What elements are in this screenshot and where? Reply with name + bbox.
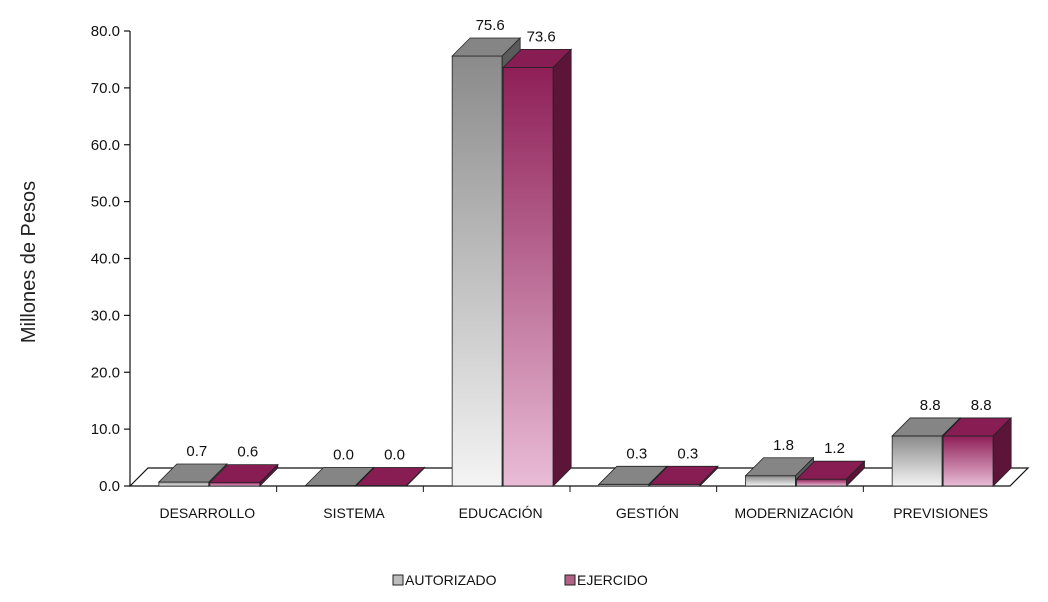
- bar-autorizado-sistema: [304, 466, 375, 487]
- bar-front: [796, 478, 847, 487]
- bar-side: [406, 466, 425, 487]
- y-axis-title: Millones de Pesos: [18, 181, 40, 343]
- data-label: 0.6: [237, 444, 258, 461]
- x-tick-label: PREVISIONES: [893, 505, 988, 521]
- bar-side: [846, 460, 865, 487]
- data-label: 0.3: [626, 445, 647, 462]
- bar-front: [891, 435, 943, 487]
- bar-autorizado-desarrollo: [157, 463, 228, 487]
- legend-label: AUTORIZADO: [405, 572, 497, 588]
- legend-item-ejercido: EJERCIDO: [564, 572, 648, 588]
- y-tick-label: 20.0: [91, 364, 120, 381]
- x-tick-label: GESTIÓN: [616, 505, 679, 521]
- bar-side: [259, 463, 279, 487]
- y-tick-label: 50.0: [91, 194, 120, 211]
- data-label: 1.2: [824, 440, 845, 457]
- data-label: 0.0: [333, 447, 354, 464]
- data-label: 73.6: [527, 28, 556, 45]
- data-label: 75.6: [476, 17, 505, 34]
- data-label: 0.3: [677, 445, 698, 462]
- legend-item-autorizado: AUTORIZADO: [392, 572, 497, 588]
- bar-front: [209, 482, 261, 487]
- category-labels: DESARROLLO SISTEMA EDUCACIÓN GESTIÓN MODERNI…: [159, 486, 988, 521]
- bar-ejercido-sistema: [355, 466, 426, 487]
- data-label: 8.8: [920, 397, 941, 414]
- data-label: 0.7: [186, 443, 207, 460]
- bar-front: [158, 481, 210, 487]
- y-tick-label: 0.0: [99, 478, 120, 495]
- data-label: 0.0: [384, 447, 405, 464]
- x-tick-label: SISTEMA: [323, 505, 385, 521]
- bar-ejercido-gestión: [648, 465, 719, 487]
- x-tick-label: DESARROLLO: [159, 505, 255, 521]
- y-tick-label: 80.0: [91, 23, 120, 40]
- bar-ejercido-previsiones: [942, 416, 1013, 487]
- legend-swatch: [392, 574, 404, 586]
- x-tick-label: EDUCACIÓN: [459, 505, 543, 521]
- bar-ejercido-educación: [502, 48, 573, 487]
- bar-side: [699, 465, 719, 487]
- y-tick-label: 70.0: [91, 80, 120, 97]
- bar-side: [992, 416, 1012, 487]
- bar-ejercido-modernización: [795, 460, 866, 487]
- bar-side: [552, 48, 572, 487]
- data-label: 1.8: [773, 437, 794, 454]
- bar-front: [942, 435, 994, 487]
- bars: [157, 37, 1013, 487]
- legend: AUTORIZADO EJERCIDO: [392, 572, 648, 588]
- bar-front: [502, 67, 554, 487]
- bar-front: [451, 55, 503, 487]
- y-axis: 0.0 10.0 20.0 30.0 40.0 50.0 60.0 70.0 80.0: [91, 23, 131, 495]
- bar-front: [745, 475, 796, 487]
- y-tick-label: 30.0: [91, 307, 120, 324]
- legend-swatch: [564, 574, 576, 586]
- x-tick-label: MODERNIZACIÓN: [735, 505, 854, 521]
- bar-ejercido-desarrollo: [208, 463, 279, 487]
- legend-label: EJERCIDO: [577, 572, 648, 588]
- data-label: 8.8: [971, 397, 992, 414]
- y-tick-label: 60.0: [91, 137, 120, 154]
- y-tick-label: 40.0: [91, 251, 120, 268]
- y-tick-label: 10.0: [91, 421, 120, 438]
- data-labels: 0.7 0.6 0.0 0.0 75.6 73.6 0.3 0.3 1.8 1.2 8.8 8.8: [186, 17, 991, 463]
